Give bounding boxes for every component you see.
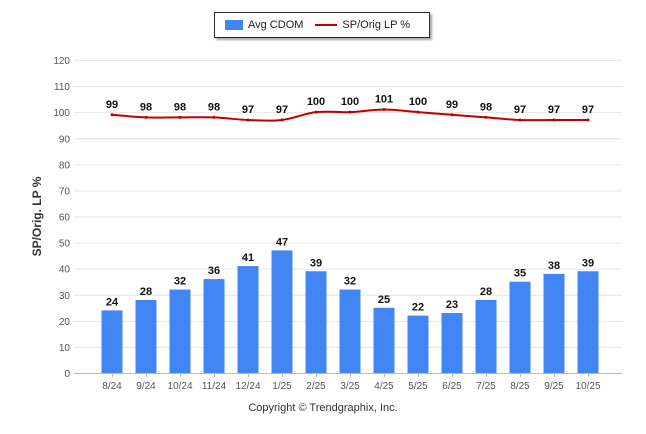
x-tick-label: 6/25 xyxy=(442,381,462,392)
line-point-sp-orig-lp[interactable] xyxy=(144,115,148,119)
x-tick-label: 8/24 xyxy=(102,381,122,392)
y-tick-label: 60 xyxy=(59,213,71,224)
bar-value-label: 23 xyxy=(446,299,458,311)
legend-bar-swatch xyxy=(225,20,243,30)
bar-value-label: 38 xyxy=(548,260,560,272)
bar-value-label: 39 xyxy=(310,257,322,269)
line-point-sp-orig-lp[interactable] xyxy=(552,118,556,122)
line-point-sp-orig-lp[interactable] xyxy=(586,118,590,122)
bar-avg-cdom[interactable] xyxy=(339,289,361,373)
bar-value-label: 35 xyxy=(514,268,526,280)
line-value-label: 100 xyxy=(409,96,427,108)
line-value-label: 98 xyxy=(174,101,186,113)
line-value-label: 97 xyxy=(582,104,594,116)
y-tick-label: 90 xyxy=(59,134,71,145)
bar-avg-cdom[interactable] xyxy=(203,279,225,373)
y-tick-label: 10 xyxy=(59,343,71,354)
line-point-sp-orig-lp[interactable] xyxy=(416,110,420,114)
y-tick-label: 70 xyxy=(59,186,71,197)
bar-value-label: 39 xyxy=(582,257,594,269)
y-tick-label: 40 xyxy=(59,265,71,276)
bar-value-label: 36 xyxy=(208,265,220,277)
bar-value-label: 22 xyxy=(412,302,424,314)
bar-avg-cdom[interactable] xyxy=(441,313,463,373)
x-tick-label: 9/24 xyxy=(136,381,156,392)
bar-value-label: 28 xyxy=(480,286,492,298)
y-tick-label: 0 xyxy=(64,369,70,380)
copyright-text: Copyright © Trendgraphix, Inc. xyxy=(248,402,398,414)
bar-value-label: 28 xyxy=(140,286,152,298)
y-tick-label: 100 xyxy=(53,108,70,119)
x-tick-label: 4/25 xyxy=(374,381,394,392)
bar-avg-cdom[interactable] xyxy=(271,250,293,373)
bar-avg-cdom[interactable] xyxy=(305,271,327,373)
line-point-sp-orig-lp[interactable] xyxy=(348,110,352,114)
line-value-label: 98 xyxy=(208,101,220,113)
bar-avg-cdom[interactable] xyxy=(373,307,395,373)
line-point-sp-orig-lp[interactable] xyxy=(518,118,522,122)
bar-value-label: 24 xyxy=(106,296,119,308)
line-point-sp-orig-lp[interactable] xyxy=(246,118,250,122)
bar-avg-cdom[interactable] xyxy=(509,281,531,373)
y-tick-label: 50 xyxy=(59,239,71,250)
bar-avg-cdom[interactable] xyxy=(169,289,191,373)
line-point-sp-orig-lp[interactable] xyxy=(314,110,318,114)
bar-avg-cdom[interactable] xyxy=(407,315,429,373)
bar-value-label: 41 xyxy=(242,252,254,264)
x-tick-label: 1/25 xyxy=(272,381,292,392)
x-tick-label: 7/25 xyxy=(476,381,496,392)
legend: Avg CDOM SP/Orig LP % xyxy=(214,12,430,38)
line-value-label: 99 xyxy=(446,99,458,111)
line-point-sp-orig-lp[interactable] xyxy=(382,108,386,112)
x-tick-label: 3/25 xyxy=(340,381,360,392)
x-tick-label: 5/25 xyxy=(408,381,428,392)
line-value-label: 100 xyxy=(341,96,359,108)
line-point-sp-orig-lp[interactable] xyxy=(178,115,182,119)
legend-item-sp-orig-lp[interactable]: SP/Orig LP % xyxy=(315,19,410,31)
bar-value-label: 32 xyxy=(344,276,356,288)
line-value-label: 98 xyxy=(480,101,492,113)
x-tick-label: 12/24 xyxy=(235,381,260,392)
bar-value-label: 47 xyxy=(276,236,288,248)
legend-item-avg-cdom[interactable]: Avg CDOM xyxy=(225,19,303,31)
y-axis-title: SP/Orig. LP % xyxy=(30,176,44,256)
line-point-sp-orig-lp[interactable] xyxy=(450,113,454,117)
x-tick-label: 10/24 xyxy=(167,381,192,392)
legend-sp-orig-lp-label: SP/Orig LP % xyxy=(342,19,411,31)
y-tick-label: 20 xyxy=(59,317,71,328)
bar-avg-cdom[interactable] xyxy=(543,273,565,373)
line-value-label: 97 xyxy=(242,104,254,116)
bar-avg-cdom[interactable] xyxy=(577,271,599,373)
line-point-sp-orig-lp[interactable] xyxy=(110,113,114,117)
bar-value-label: 25 xyxy=(378,294,390,306)
bar-value-label: 32 xyxy=(174,276,186,288)
legend-line-swatch xyxy=(315,24,338,26)
line-point-sp-orig-lp[interactable] xyxy=(484,115,488,119)
legend-avg-cdom-label: Avg CDOM xyxy=(248,19,304,31)
line-value-label: 97 xyxy=(514,104,526,116)
x-tick-label: 11/24 xyxy=(202,381,227,392)
line-point-sp-orig-lp[interactable] xyxy=(212,115,216,119)
line-value-label: 100 xyxy=(307,96,325,108)
bar-avg-cdom[interactable] xyxy=(475,299,497,373)
y-tick-label: 110 xyxy=(54,82,70,93)
x-tick-label: 2/25 xyxy=(306,381,326,392)
bar-avg-cdom[interactable] xyxy=(101,310,123,373)
y-tick-label: 120 xyxy=(53,56,70,67)
line-value-label: 97 xyxy=(548,104,560,116)
x-tick-label: 10/25 xyxy=(575,381,600,392)
line-value-label: 97 xyxy=(276,104,288,116)
y-tick-label: 30 xyxy=(59,291,71,302)
x-tick-label: 8/25 xyxy=(510,381,530,392)
x-tick-label: 9/25 xyxy=(544,381,564,392)
line-value-label: 99 xyxy=(106,99,118,111)
line-value-label: 101 xyxy=(375,94,393,106)
line-value-label: 98 xyxy=(140,101,152,113)
bar-avg-cdom[interactable] xyxy=(237,266,259,373)
line-point-sp-orig-lp[interactable] xyxy=(280,118,284,122)
y-tick-label: 80 xyxy=(59,160,71,171)
bar-avg-cdom[interactable] xyxy=(135,299,157,373)
